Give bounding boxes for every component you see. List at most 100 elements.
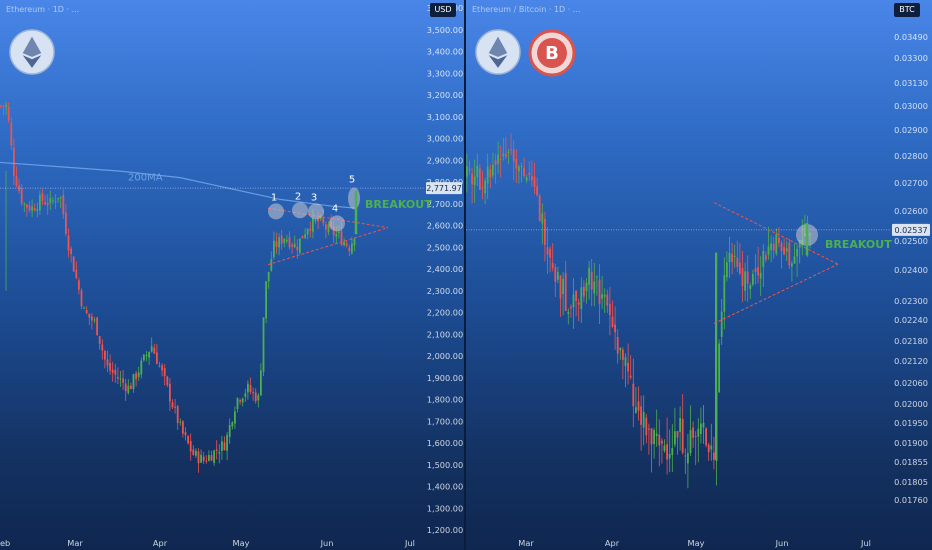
eth-btc-chart: 0.03490 0.03300 0.03130 0.03000 0.02900 0.028…: [466, 29, 930, 548]
eth-usd-chart-panel[interactable]: 3,600.003,500.003,400.003,300.003,200.00…: [0, 0, 464, 550]
candle: [512, 149, 515, 162]
candle: [655, 433, 658, 436]
y-tick-label: 2,300.00: [427, 286, 463, 296]
candle: [135, 373, 137, 380]
candle: [127, 385, 130, 394]
y-tick-label: 0.02400: [894, 265, 928, 275]
candle: [283, 238, 286, 244]
touch-point-label: 2: [295, 191, 301, 202]
candle: [280, 235, 283, 244]
candle: [296, 246, 299, 251]
currency-selector[interactable]: BTC: [894, 3, 920, 17]
candle: [770, 243, 772, 251]
candle: [236, 398, 239, 409]
panel-divider[interactable]: [464, 0, 466, 550]
candle: [15, 176, 18, 186]
candle: [247, 383, 249, 393]
candle: [226, 434, 228, 451]
candle: [80, 290, 83, 307]
candle: [270, 258, 273, 271]
y-tick-label: 2,000.00: [427, 351, 463, 361]
eth-btc-chart-panel[interactable]: 0.03490 0.03300 0.03130 0.03000 0.02900 0.028…: [466, 0, 932, 550]
candle: [525, 177, 528, 181]
candle: [754, 268, 757, 272]
candle: [726, 262, 728, 278]
candle: [674, 431, 676, 445]
candle: [715, 252, 718, 460]
currency-selector[interactable]: USD: [430, 3, 456, 17]
candle: [28, 205, 31, 211]
candle: [632, 383, 635, 407]
candle: [798, 239, 801, 248]
candle: [98, 336, 101, 344]
price-tag-label: 0.02537: [894, 226, 927, 235]
candle: [83, 307, 85, 309]
candle: [114, 370, 117, 375]
candle: [554, 267, 557, 282]
y-tick-label: 0.02120: [894, 356, 928, 366]
candle: [197, 451, 200, 464]
y-tick-label: 2,700.00: [427, 199, 463, 209]
y-tick-label: 0.02900: [894, 125, 928, 135]
candle: [749, 284, 752, 290]
candle: [718, 343, 720, 393]
candle: [332, 226, 335, 236]
candle: [707, 444, 710, 453]
x-tick-label: May: [233, 538, 250, 548]
candle: [171, 402, 174, 408]
candle: [520, 166, 523, 168]
candle: [301, 235, 304, 239]
candle: [33, 208, 36, 211]
y-tick-label: 3,400.00: [427, 47, 463, 57]
candle: [697, 428, 700, 437]
eth-usd-chart: 3,600.003,500.003,400.003,300.003,200.00…: [0, 3, 463, 548]
candle: [744, 271, 746, 291]
y-tick-label: 0.03300: [894, 53, 928, 63]
candle: [41, 193, 44, 201]
y-tick-label: 1,200.00: [427, 525, 463, 535]
candle: [10, 122, 13, 146]
candle: [713, 452, 715, 460]
candle: [96, 317, 98, 336]
price-tag-label: 2,771.97: [426, 184, 462, 193]
candle: [7, 107, 10, 121]
candle: [348, 247, 351, 252]
candle: [546, 247, 549, 255]
price-tag: [892, 223, 930, 236]
touch-point-label: 1: [271, 192, 277, 203]
candle: [778, 237, 780, 243]
candle: [692, 427, 694, 438]
candle: [671, 447, 674, 455]
candle: [26, 204, 28, 208]
y-tick-label: 0.01855: [894, 457, 928, 467]
symbol-info[interactable]: Ethereum · 1D · ...: [6, 5, 80, 14]
candle: [614, 324, 616, 333]
candle: [36, 209, 39, 211]
bitcoin-logo-disc: [537, 38, 567, 68]
candle: [223, 442, 226, 451]
candle: [538, 195, 541, 221]
candle: [658, 434, 661, 446]
y-tick-label: 2,400.00: [427, 264, 463, 274]
candle: [791, 263, 793, 267]
candle: [244, 393, 247, 397]
candle: [567, 311, 570, 314]
candle: [523, 167, 525, 177]
candle: [611, 316, 614, 328]
y-tick-label: 2,600.00: [427, 221, 463, 231]
candle: [720, 311, 723, 337]
y-tick-label: 0.03490: [894, 32, 928, 42]
candle: [494, 160, 497, 166]
candle: [13, 147, 15, 176]
candle: [52, 200, 54, 202]
symbol-info[interactable]: Ethereum / Bitcoin · 1D · ...: [472, 5, 581, 14]
candle: [723, 275, 726, 312]
y-tick-label: 1,700.00: [427, 416, 463, 426]
candle: [150, 346, 153, 352]
y-tick-label: 1,800.00: [427, 395, 463, 405]
candle: [130, 385, 132, 390]
candle: [252, 392, 254, 394]
candle: [585, 282, 588, 292]
candle: [265, 281, 267, 319]
candle: [471, 173, 473, 185]
